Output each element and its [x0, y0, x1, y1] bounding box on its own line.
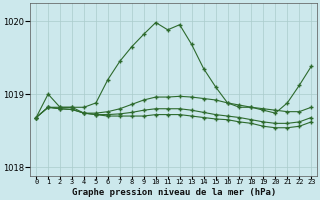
- X-axis label: Graphe pression niveau de la mer (hPa): Graphe pression niveau de la mer (hPa): [72, 188, 276, 197]
